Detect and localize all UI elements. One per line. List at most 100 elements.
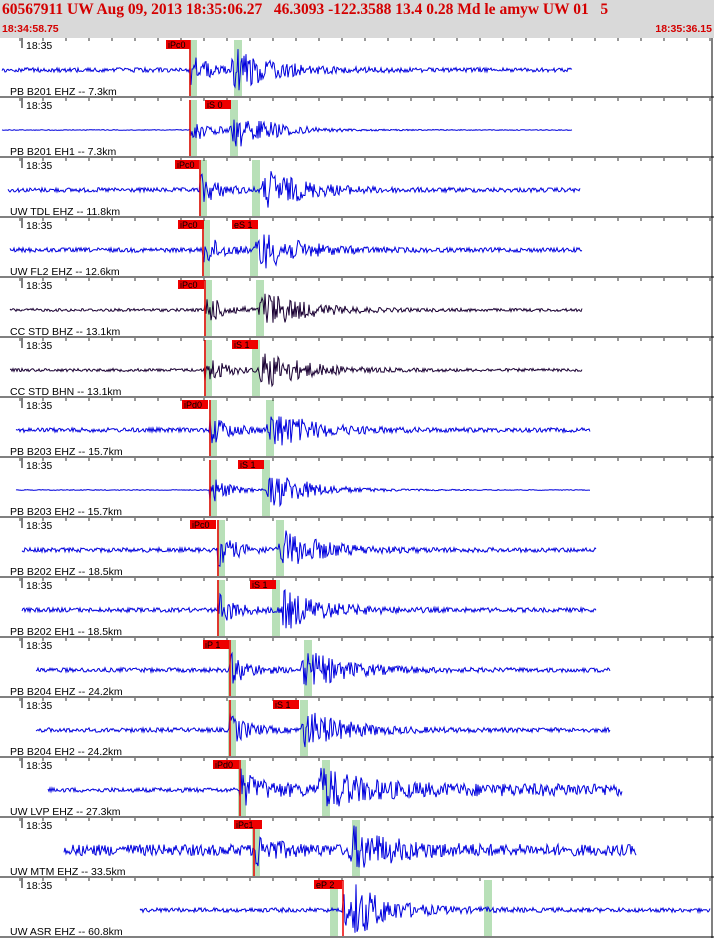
pick-box[interactable] [203,640,229,649]
waveform-traces [1,49,711,933]
pick-label[interactable]: iPd0 [215,760,233,770]
pick-label[interactable]: iPc0 [180,280,198,290]
waveform-trace [21,589,597,629]
pick-box[interactable] [238,460,264,469]
channel-label: PB B204 EH2 -- 24.2km [10,746,122,758]
row-time: 18:35 [26,460,52,472]
row-time: 18:35 [26,820,52,832]
row-time: 18:35 [26,220,52,232]
waveform-trace [9,293,583,323]
s-window [250,220,258,276]
row-time: 18:35 [26,760,52,772]
pick-box[interactable] [178,220,204,229]
channel-label: PB B202 EHZ -- 18.5km [10,566,123,578]
row-time: 18:35 [26,880,52,892]
s-window [272,580,280,636]
end-time: 18:35:36.15 [655,23,712,35]
pick-box[interactable] [234,820,262,829]
pick-label[interactable]: iPc0 [168,40,186,50]
pick-label[interactable]: iPc0 [192,520,210,530]
p-window [189,100,197,156]
waveform-trace [63,825,637,868]
pick-box[interactable] [166,40,190,49]
pick-label-secondary[interactable]: eS 1 [234,220,253,230]
row-time: 18:35 [26,340,52,352]
row-time: 18:35 [26,700,52,712]
p-window [228,700,236,756]
s-window [266,400,274,456]
pick-label[interactable]: iS 1 [275,700,291,710]
waveform-trace [9,353,583,388]
p-window [252,820,260,876]
pick-label[interactable]: iS 1 [240,460,256,470]
pick-label[interactable]: eP 2 [316,880,334,890]
channel-label: UW TDL EHZ -- 11.8km [10,206,120,218]
s-window [304,640,312,696]
pick-box-secondary[interactable] [232,220,258,229]
event-title: 60567911 UW Aug 09, 2013 18:35:06.27 46.… [2,1,609,18]
pick-box[interactable] [178,280,204,289]
start-time: 18:34:58.75 [2,23,59,35]
pick-box[interactable] [175,160,199,169]
pick-box[interactable] [232,340,258,349]
row-time: 18:35 [26,280,52,292]
pick-label[interactable]: iP 1 [205,640,220,650]
pick-label[interactable]: iPc1 [236,820,254,830]
channel-label: PB B204 EHZ -- 24.2km [10,686,123,698]
channel-label: CC STD BHZ -- 13.1km [10,326,121,338]
row-time: 18:35 [26,580,52,592]
waveform-trace [1,119,573,147]
channel-label: PB B201 EH1 -- 7.3km [10,146,116,158]
row-time: 18:35 [26,520,52,532]
channel-label: CC STD BHN -- 13.1km [10,386,122,398]
waveform-trace [9,234,583,269]
channel-labels: 18:35 PB B201 EHZ -- 7.3km 18:35 PB B201 EH… [10,40,126,938]
waveform-trace [15,477,591,508]
channel-label: PB B203 EH2 -- 15.7km [10,506,122,518]
pick-box[interactable] [182,400,208,409]
seismogram-panel[interactable]: iPc0 iS 0 iPc0 iPc0 eS 1 iPc0 iS 1 iPd0 iS 1 iPc0… [0,38,714,938]
pick-box[interactable] [213,760,239,769]
pick-label[interactable]: iPd0 [184,400,202,410]
channel-label: UW LVP EHZ -- 27.3km [10,806,121,818]
pick-label[interactable]: iPc0 [177,160,195,170]
row-time: 18:35 [26,40,52,52]
waveform-trace [7,171,581,208]
s-window [252,160,260,216]
s-window [252,340,260,396]
channel-label: PB B202 EH1 -- 18.5km [10,626,122,638]
waveform-trace [1,49,573,91]
p-window [217,580,225,636]
pick-label[interactable]: iS 1 [252,580,268,590]
pick-box[interactable] [190,520,216,529]
waveform-trace [21,530,597,567]
row-time: 18:35 [26,640,52,652]
pick-label[interactable]: iS 1 [234,340,250,350]
header-bar: 60567911 UW Aug 09, 2013 18:35:06.27 46.… [0,0,714,38]
waveform-trace [35,651,611,686]
waveform-trace [139,884,711,933]
p-window [209,400,217,456]
channel-label: UW MTM EHZ -- 33.5km [10,866,126,878]
pick-label[interactable]: iS 0 [207,100,223,110]
channel-label: PB B201 EHZ -- 7.3km [10,86,117,98]
channel-label: PB B203 EHZ -- 15.7km [10,446,123,458]
s-window [300,700,308,756]
s-window [352,820,360,876]
s-window [262,460,270,516]
channel-label: UW ASR EHZ -- 60.8km [10,926,123,938]
waveform-trace [47,767,623,807]
pick-box[interactable] [314,880,342,889]
p-window [330,880,338,936]
pick-box[interactable] [250,580,276,589]
pick-markers[interactable]: iPc0 iS 0 iPc0 iPc0 eS 1 iPc0 iS 1 iPd0 iS 1 iPc0… [166,40,344,936]
waveform-trace [15,416,591,446]
row-time: 18:35 [26,160,52,172]
pick-box[interactable] [205,100,231,109]
pick-box[interactable] [273,700,299,709]
pick-label[interactable]: iPc0 [180,220,198,230]
waveform-trace [35,712,611,748]
trace-frames [0,38,714,938]
channel-label: UW FL2 EHZ -- 12.6km [10,266,120,278]
row-time: 18:35 [26,100,52,112]
